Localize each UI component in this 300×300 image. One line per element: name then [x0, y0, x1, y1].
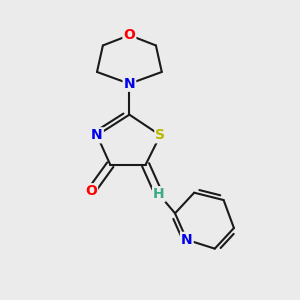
Text: N: N — [181, 233, 193, 247]
Text: N: N — [124, 77, 135, 91]
Text: O: O — [85, 184, 97, 198]
Text: H: H — [153, 187, 165, 201]
Text: O: O — [124, 28, 135, 42]
Text: S: S — [155, 128, 165, 142]
Text: N: N — [91, 128, 103, 142]
